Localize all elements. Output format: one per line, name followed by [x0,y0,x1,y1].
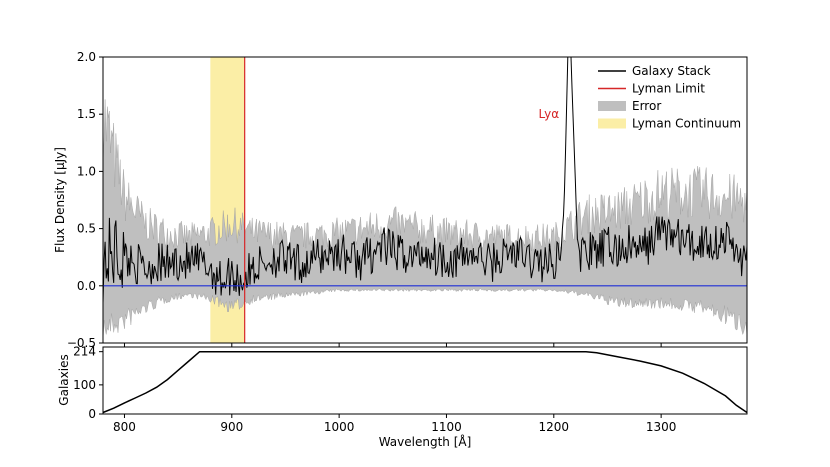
galaxies-axis-label: Galaxies [57,354,71,405]
flux-density-axis-label: Flux Density [μJy] [53,147,67,253]
galaxy-count-line [102,350,748,414]
legend-label: Error [632,99,661,113]
bottom-x-tick-label: 1300 [646,420,677,434]
legend-item: Error [598,99,661,113]
bottom-x-tick-label: 1100 [431,420,462,434]
top-y-tick-label: 0.5 [77,222,96,236]
top-axes-frame [102,56,748,344]
bottom-y-ticks: 0 100 214 [73,345,103,421]
bottom-x-tick-label: 1000 [324,420,355,434]
top-y-tick-label: 1.0 [77,164,96,178]
bottom-x-tick-label: 900 [220,420,243,434]
bottom-x-tick-label: 1200 [539,420,570,434]
bottom-y-tick-label: 100 [73,378,96,392]
legend-item: Galaxy Stack [598,64,711,78]
top-y-tick-label: −0.5 [67,336,96,350]
top-x-ticks [123,343,662,347]
bottom-x-tick-label: 800 [113,420,136,434]
legend-label: Lyman Limit [632,82,705,96]
galaxy-stack-line [102,56,748,303]
flux-density-panel: −0.5 0.0 0.5 1.0 1.5 2.0 Flux Density [μJy] L… [53,50,748,350]
bottom-axes-frame [102,346,748,415]
legend-swatch [598,118,626,129]
bottom-x-ticks: 800 900 1000 1100 1200 1300 [113,414,676,434]
top-y-tick-label: 0.0 [77,279,96,293]
legend-label: Galaxy Stack [632,64,711,78]
error-band [102,99,748,341]
legend-label: Lyman Continuum [632,117,741,131]
bottom-y-tick-label: 0 [88,407,96,421]
lyman-alpha-annotation: Lyα [539,107,560,121]
wavelength-axis-label: Wavelength [Å] [379,434,472,449]
legend-item: Lyman Limit [598,82,705,96]
top-y-tick-label: 1.5 [77,107,96,121]
bottom-y-tick-label: 214 [73,345,96,359]
top-y-tick-label: 2.0 [77,50,96,64]
legend-item: Lyman Continuum [598,117,741,131]
legend: Galaxy Stack Lyman Limit Error Lyman Contin… [598,64,741,131]
top-y-ticks: −0.5 0.0 0.5 1.0 1.5 2.0 [67,50,103,350]
legend-swatch [598,101,626,111]
